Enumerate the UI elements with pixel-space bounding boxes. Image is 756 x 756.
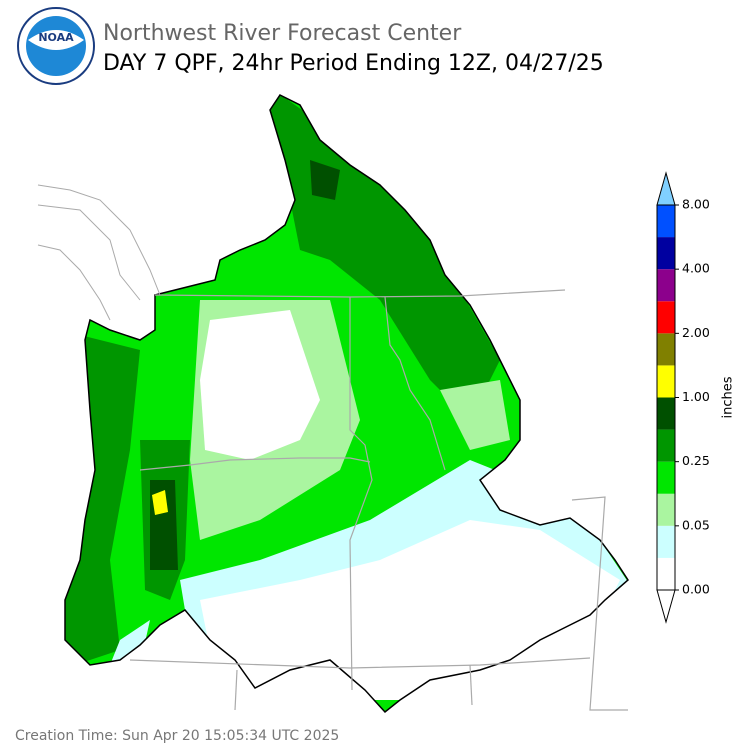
colorbar-over — [656, 171, 676, 206]
colorbar-tick-label: 4.00 — [682, 261, 710, 276]
colorbar-segment — [657, 557, 675, 590]
colorbar-tick-label: 8.00 — [682, 197, 710, 212]
colorbar-segment — [657, 301, 675, 334]
logo-text: NOAA — [38, 31, 74, 44]
colorbar-segment — [657, 493, 675, 526]
subtitle: DAY 7 QPF, 24hr Period Ending 12Z, 04/27… — [103, 51, 604, 76]
colorbar-tick-label: 0.00 — [682, 582, 710, 597]
colorbar-tick-label: 1.00 — [682, 389, 710, 404]
colorbar-segment — [657, 429, 675, 462]
creation-time: Creation Time: Sun Apr 20 15:05:34 UTC 2… — [15, 728, 339, 744]
colorbar-segment — [657, 205, 675, 238]
colorbar-tick-label: 0.05 — [682, 517, 710, 532]
colorbar-segment — [657, 461, 675, 494]
colorbar-tick-label: 0.25 — [682, 453, 710, 468]
colorbar-segment — [657, 397, 675, 430]
colorbar-under — [656, 589, 676, 624]
state-boundaries — [129, 289, 628, 711]
noaa-logo: NOAA — [17, 7, 95, 85]
colorbar-segment — [657, 525, 675, 558]
colorbar-segment — [657, 333, 675, 366]
colorbar: 0.00 0.05 0.25 1.00 2.00 4.00 8.00 inches — [656, 171, 736, 624]
colorbar-tick-label: 2.00 — [682, 325, 710, 340]
title: Northwest River Forecast Center — [103, 21, 462, 46]
coastline — [37, 184, 161, 321]
colorbar-segment — [657, 237, 675, 270]
colorbar-segment — [657, 269, 675, 302]
colorbar-segment — [657, 365, 675, 398]
colorbar-label: inches — [721, 376, 736, 418]
